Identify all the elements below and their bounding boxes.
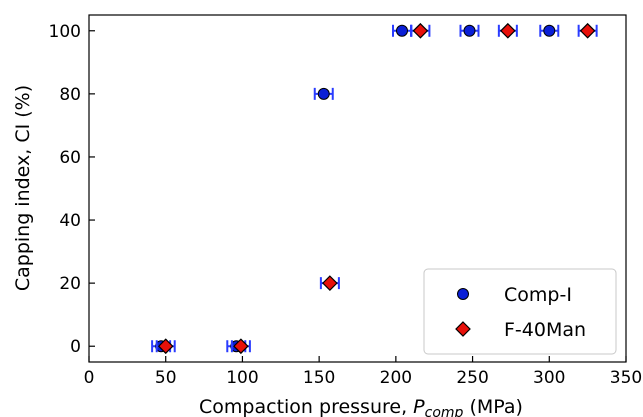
marker-circle <box>543 24 556 37</box>
data-point-f-40man <box>577 22 598 39</box>
marker-diamond <box>579 22 596 39</box>
legend-circle <box>457 288 469 300</box>
marker-diamond <box>500 22 516 39</box>
x-tick-label: 0 <box>84 368 95 388</box>
legend-marker-f-40man <box>455 321 471 337</box>
y-tick-label: 80 <box>59 85 81 105</box>
legend: Comp-I F-40Man <box>423 268 617 355</box>
plot-frame <box>88 14 627 363</box>
marker-circle <box>463 24 476 37</box>
x-axis-title: Compaction pressure, Pcomp (MPa) <box>199 396 523 417</box>
data-point-comp-i <box>391 24 412 37</box>
y-tick-label: 100 <box>49 22 81 42</box>
legend-diamond <box>455 321 471 337</box>
y-tick-label: 20 <box>59 274 81 294</box>
data-point-f-40man <box>230 338 251 355</box>
data-point-f-40man <box>497 22 518 39</box>
x-tick-label: 300 <box>533 368 565 388</box>
legend-label-f-40man: F-40Man <box>504 319 586 341</box>
data-point-f-40man <box>319 275 340 291</box>
data-layer <box>151 22 598 355</box>
x-tick-label: 100 <box>226 368 258 388</box>
y-tick-label: 60 <box>59 148 81 168</box>
y-tick-label: 0 <box>70 337 81 357</box>
marker-circle <box>317 87 330 100</box>
x-tick-label: 150 <box>303 368 335 388</box>
marker-diamond <box>233 338 249 355</box>
x-tick-label: 350 <box>610 368 642 388</box>
legend-box <box>423 268 617 355</box>
data-point-comp-i <box>313 87 334 100</box>
y-tick-label: 40 <box>59 211 81 231</box>
data-point-comp-i <box>539 24 560 37</box>
marker-circle <box>395 24 408 37</box>
x-tick-label: 200 <box>380 368 412 388</box>
data-point-f-40man <box>155 338 176 355</box>
data-point-comp-i <box>459 24 480 37</box>
y-axis-title: Capping index, CI (%) <box>12 85 34 291</box>
x-tick-label: 50 <box>155 368 177 388</box>
legend-label-comp-i: Comp-I <box>504 284 572 306</box>
marker-diamond <box>157 338 174 355</box>
y-ticks: 0 20 40 60 80 100 <box>49 22 95 357</box>
marker-diamond <box>322 275 338 291</box>
x-ticks: 0 50 100 150 200 250 300 350 <box>84 356 642 388</box>
marker-diamond <box>412 22 429 39</box>
legend-marker-comp-i <box>457 288 469 300</box>
x-tick-label: 250 <box>456 368 488 388</box>
data-point-f-40man <box>410 22 431 39</box>
